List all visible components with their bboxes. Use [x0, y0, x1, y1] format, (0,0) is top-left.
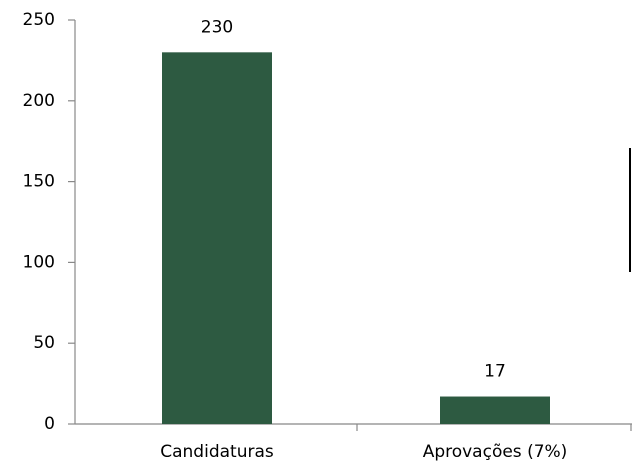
y-tick-label: 250	[23, 10, 55, 30]
y-tick-label: 0	[44, 414, 55, 434]
y-tick-label: 200	[23, 91, 55, 111]
bar	[440, 396, 550, 424]
y-tick-label: 50	[33, 333, 55, 353]
y-tick-label: 150	[23, 172, 55, 192]
y-tick-label: 100	[23, 252, 55, 272]
x-tick-label: Candidaturas	[160, 442, 274, 462]
data-label: 230	[201, 17, 233, 37]
x-tick-label: Aprovações (7%)	[423, 442, 568, 462]
data-label: 17	[484, 362, 506, 382]
bar	[162, 52, 272, 424]
